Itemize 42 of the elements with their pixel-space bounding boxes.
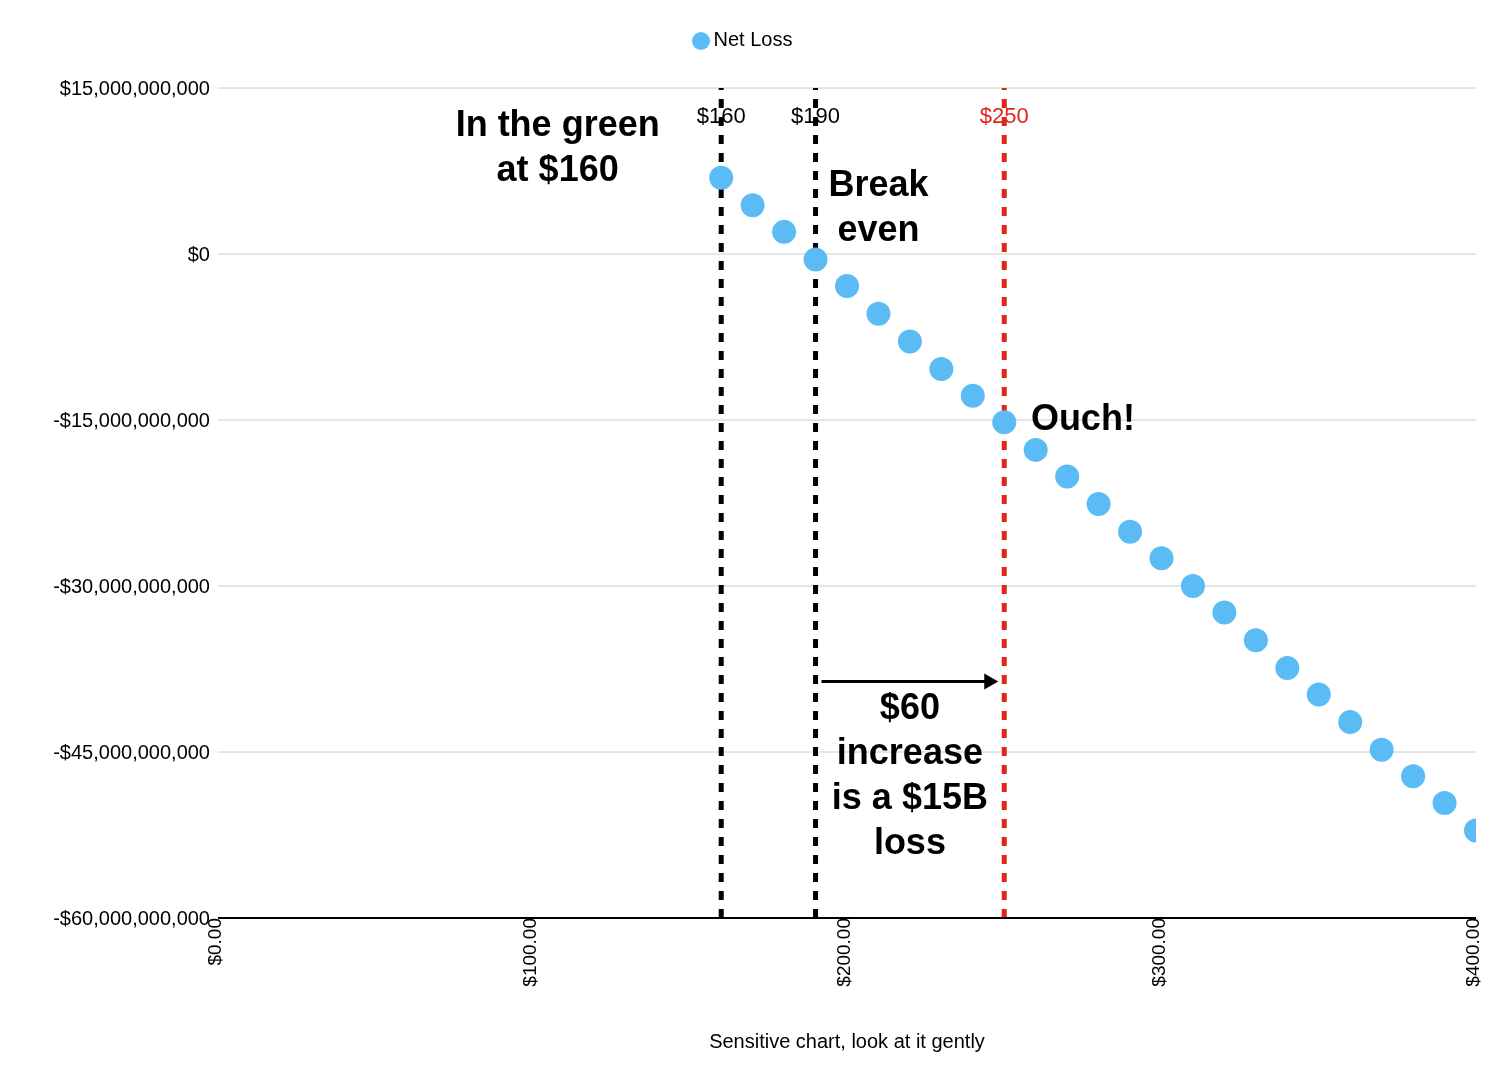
y-tick-label: -$30,000,000,000 (53, 575, 210, 598)
y-tick-label: -$45,000,000,000 (53, 741, 210, 764)
legend-label: Net Loss (713, 28, 793, 50)
annotation: $60 increase is a $15B loss (831, 685, 988, 862)
point (709, 165, 734, 190)
point (1086, 492, 1111, 517)
x-tick-label: $300.00 (1147, 918, 1169, 987)
point (866, 301, 891, 326)
ref-line-label: $250 (979, 103, 1029, 128)
x-tick-label: $400.00 (1462, 918, 1484, 987)
point (803, 247, 828, 272)
point (1180, 574, 1205, 598)
ref-line-label: $190 (791, 103, 841, 128)
point (1432, 790, 1457, 815)
point (835, 274, 859, 299)
annotation: In the green at $160 (455, 102, 660, 189)
point (1023, 437, 1048, 462)
point (1118, 519, 1143, 544)
point (1055, 464, 1080, 489)
point (740, 193, 765, 218)
point (1149, 546, 1174, 571)
x-tick-label: $200.00 (833, 918, 855, 987)
x-axis-title: Sensitive chart, look at it gently (709, 1030, 985, 1052)
y-tick-label: $0 (187, 243, 210, 266)
ref-line-label: $160 (696, 103, 746, 128)
point (1401, 764, 1426, 789)
point (960, 383, 985, 408)
point (1306, 682, 1331, 707)
point (1369, 737, 1394, 762)
point (772, 219, 797, 244)
point (992, 410, 1017, 435)
x-tick-label: $100.00 (518, 918, 540, 987)
y-tick-label: -$15,000,000,000 (53, 409, 210, 432)
point (1338, 710, 1363, 735)
point (897, 329, 922, 354)
point (1243, 628, 1268, 653)
point (1275, 655, 1300, 680)
point (1212, 600, 1237, 625)
y-tick-label: $15,000,000,000 (59, 77, 210, 100)
point (929, 357, 954, 382)
annotation: Ouch! (1030, 396, 1135, 438)
annotation: Break even (828, 162, 930, 249)
